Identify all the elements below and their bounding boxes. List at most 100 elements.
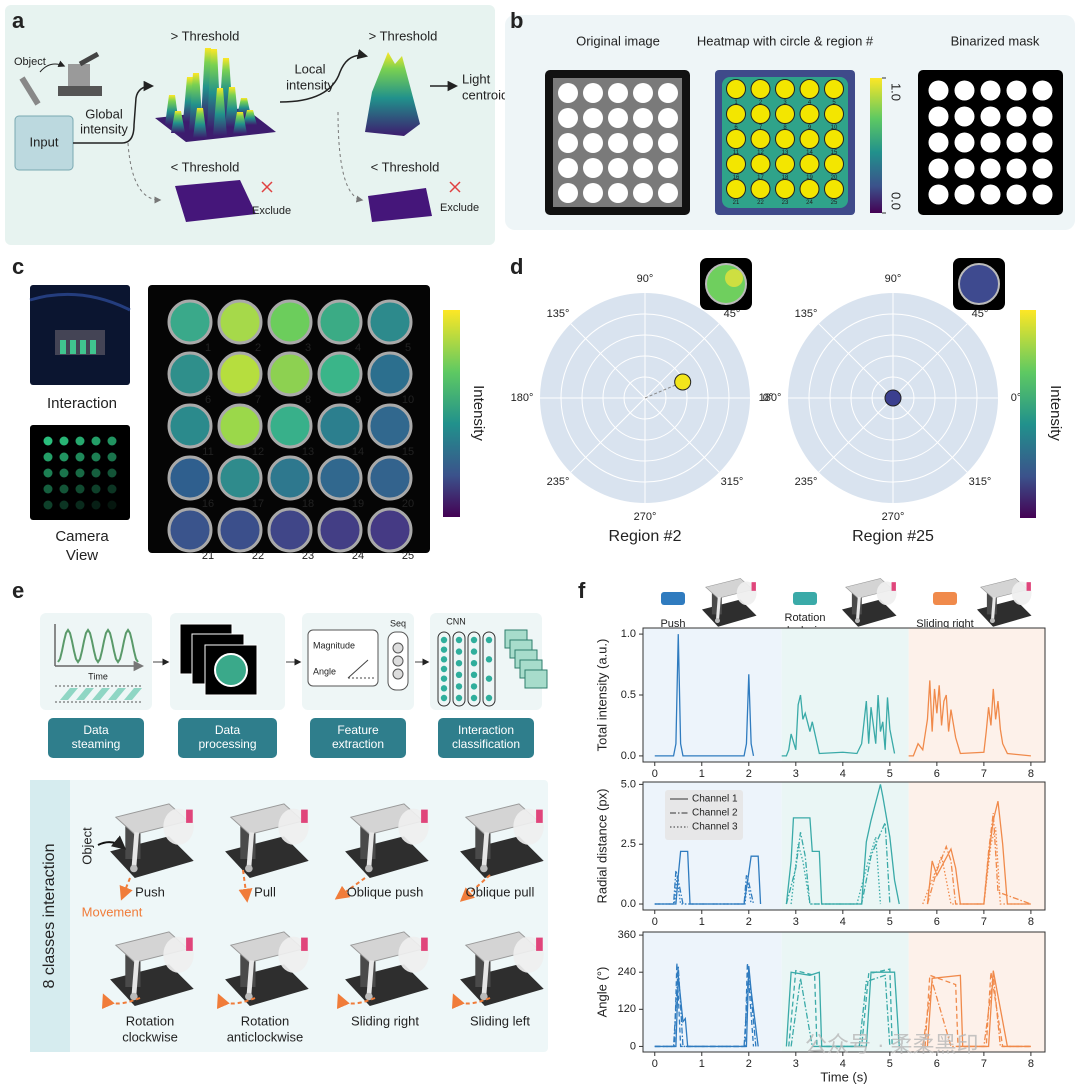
- photo-light: [90, 340, 96, 354]
- movement-arrow: [119, 877, 133, 901]
- feature-label: CNN: [446, 616, 466, 626]
- camera-dot: [107, 484, 117, 494]
- movement-label: Movement: [82, 904, 143, 919]
- threshold-label: > Threshold: [369, 28, 438, 43]
- classes-strip: [30, 780, 70, 1052]
- original-spot: [558, 158, 578, 178]
- device-hand: [163, 808, 194, 845]
- device-tip: [130, 992, 138, 1001]
- region-circle: [367, 299, 413, 345]
- x-tick-label: 7: [981, 1058, 987, 1070]
- object-arrow: [39, 60, 66, 73]
- region-number: 16: [733, 175, 740, 181]
- watermark: 公众号 · 柔柔黑印: [805, 1032, 979, 1057]
- device-tip: [480, 864, 488, 873]
- device-stripe: [421, 809, 428, 823]
- camera-dot: [91, 500, 101, 510]
- movement-arrow: [216, 993, 256, 1010]
- legend-label: Push: [660, 618, 685, 630]
- image-caption: Interaction: [47, 395, 117, 412]
- camera-dot: [59, 500, 69, 510]
- angle-label: 235°: [795, 476, 818, 488]
- device-stick: [131, 832, 140, 869]
- x-tick-label: 8: [1028, 768, 1034, 780]
- heatmap-circle: [726, 179, 746, 199]
- device-stick: [366, 832, 375, 869]
- legend-swatch: [933, 592, 957, 605]
- x-tick-label: 3: [793, 916, 799, 928]
- class-label: Rotation: [241, 1013, 289, 1028]
- line-series: [654, 634, 755, 757]
- y-tick-label: 0.0: [621, 750, 636, 762]
- device-tip: [854, 618, 860, 624]
- class-label: Rotation: [126, 1013, 174, 1028]
- frame-chip: [124, 688, 142, 700]
- legend-label: Sliding right: [916, 618, 973, 630]
- image-title: Heatmap with circle & region #: [697, 33, 874, 48]
- region-number: 14: [352, 446, 364, 458]
- polar-spoke: [570, 323, 646, 399]
- signal-wave: [57, 628, 139, 664]
- cnn-node: [470, 671, 478, 678]
- mask-spot: [928, 106, 949, 127]
- x-tick-label: 6: [934, 768, 940, 780]
- legend-label: Rotation: [785, 612, 826, 624]
- mask-spot: [1006, 106, 1027, 127]
- plot-frame: [642, 781, 1046, 911]
- region-circle: [267, 403, 313, 449]
- region-number: 18: [782, 175, 789, 181]
- camera-dot: [91, 468, 101, 478]
- colorbar: [1020, 310, 1036, 518]
- region-number: 18: [302, 498, 314, 510]
- original-spot: [608, 133, 628, 153]
- heatmap-circle: [799, 179, 820, 199]
- class-label: anticlockwise: [227, 1029, 304, 1044]
- cnn-layer: [452, 631, 466, 707]
- x-tick-label: 3: [793, 768, 799, 780]
- region-number: 24: [806, 200, 813, 206]
- device-icon: [110, 931, 194, 1006]
- class-label: Oblique pull: [466, 884, 535, 899]
- angle-label: 0°: [1011, 392, 1022, 404]
- region-number: 10: [831, 125, 838, 131]
- legend-swatch: [793, 592, 817, 605]
- region-number: 13: [782, 150, 789, 156]
- device-stripe: [421, 937, 428, 951]
- mask-spot: [954, 106, 975, 127]
- centroid-label: centroid: [462, 87, 508, 102]
- feature-label: Seq: [390, 618, 406, 628]
- line-series: [654, 962, 755, 1048]
- step-label-box: [438, 718, 534, 758]
- axis-label: Time: [88, 671, 108, 681]
- angle-label: 235°: [547, 476, 570, 488]
- polar-title: Region #2: [609, 528, 682, 545]
- region-circle: [367, 455, 413, 501]
- class-label: Pull: [254, 884, 276, 899]
- heatmap-circle: [824, 179, 844, 199]
- device-stripe: [1026, 582, 1031, 591]
- movement-arrow: [459, 874, 491, 902]
- heatmap-circle: [775, 129, 795, 149]
- cnn-layer: [467, 631, 481, 707]
- original-spot: [633, 183, 653, 203]
- region-number: 25: [831, 200, 838, 206]
- region-number: 25: [402, 550, 414, 562]
- x-tick-label: 3: [793, 1058, 799, 1070]
- original-spot: [658, 83, 678, 103]
- original-spot: [583, 83, 603, 103]
- mask-spot: [928, 132, 949, 153]
- region-number: 23: [302, 550, 314, 562]
- threshold-label: < Threshold: [371, 159, 440, 174]
- heatmap-circle: [775, 79, 795, 99]
- cnn-node: [485, 694, 493, 702]
- region-number: 2: [255, 342, 261, 354]
- original-spot: [658, 158, 678, 178]
- colorbar-label: 1.0: [889, 83, 904, 101]
- cnn-node: [470, 694, 478, 702]
- region-circle: [367, 403, 413, 449]
- region-number: 21: [202, 550, 214, 562]
- mask-spot: [980, 184, 1001, 205]
- region-circle: [317, 507, 363, 553]
- camera-dot: [91, 436, 101, 446]
- cnn-node: [485, 675, 493, 682]
